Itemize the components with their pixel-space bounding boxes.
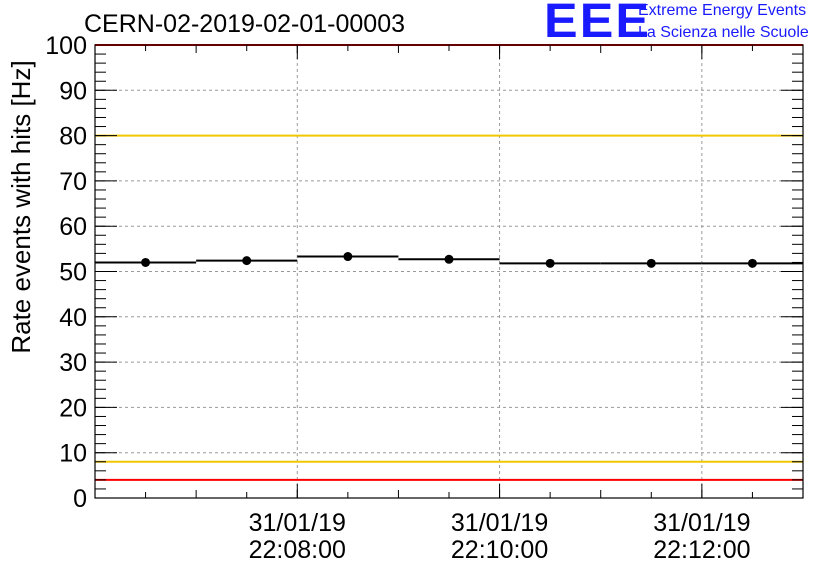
grid-lines (95, 45, 803, 498)
y-tick-label: 100 (45, 32, 87, 60)
data-point (646, 258, 656, 268)
x-tick-date: 31/01/19 (249, 509, 346, 537)
data-point (545, 258, 555, 268)
data-point (343, 252, 353, 262)
x-tick-time: 22:12:00 (653, 536, 750, 564)
y-tick-label: 30 (59, 349, 87, 377)
eee-logo: EEE Extreme Energy Events La Scienza nel… (544, 0, 834, 48)
y-tick-label: 40 (59, 304, 87, 332)
y-tick-label: 10 (59, 440, 87, 468)
x-tick-labels: 31/01/1922:08:0031/01/1922:10:0031/01/19… (249, 509, 751, 564)
data-point (444, 254, 454, 264)
y-axis-title: Rate events with hits [Hz] (6, 60, 36, 353)
y-tick-label: 90 (59, 77, 87, 105)
eee-logo-line2: La Scienza nelle Scuole (638, 24, 809, 41)
y-tick-label: 20 (59, 394, 87, 422)
eee-logo-mark: EEE (544, 0, 652, 48)
data-point (747, 258, 757, 268)
data-series (95, 252, 803, 268)
run-title: CERN-02-2019-02-01-00003 (84, 10, 406, 38)
y-tick-label: 80 (59, 123, 87, 151)
data-point (141, 257, 151, 267)
x-tick-time: 22:10:00 (451, 536, 548, 564)
y-tick-label: 60 (59, 213, 87, 241)
y-tick-label: 50 (59, 259, 87, 287)
data-point (242, 256, 252, 266)
x-tick-date: 31/01/19 (451, 509, 548, 537)
y-tick-labels: 0 10 20 30 40 50 60 70 80 90 100 (45, 32, 87, 513)
eee-logo-line1: Extreme Energy Events (638, 2, 807, 19)
x-tick-time: 22:08:00 (249, 536, 346, 564)
y-tick-label: 70 (59, 168, 87, 196)
x-tick-date: 31/01/19 (653, 509, 750, 537)
axis-ticks (94, 44, 804, 499)
y-tick-label: 0 (73, 485, 87, 513)
